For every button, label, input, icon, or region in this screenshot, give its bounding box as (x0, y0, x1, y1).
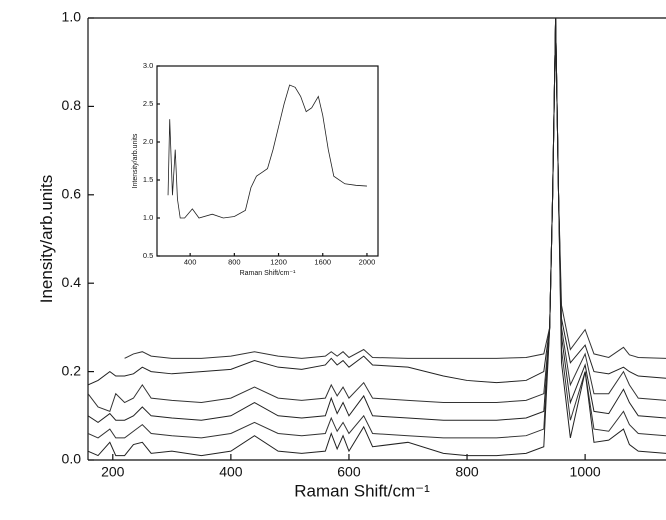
plot-lines (88, 18, 666, 457)
spectrum-line (88, 18, 666, 424)
y-tick-label: 0.2 (62, 362, 82, 378)
x-tick-label: 600 (337, 463, 361, 479)
spectrum-line (88, 18, 666, 386)
y-tick-label: 3.0 (143, 61, 153, 70)
x-tick-label: 2000 (359, 258, 376, 267)
x-tick-label: 200 (101, 463, 125, 479)
spectrum-line (88, 18, 666, 439)
y-tick-label: 2.5 (143, 99, 153, 108)
y-tick-label: 1.5 (143, 175, 153, 184)
y-tick-label: 1.0 (143, 213, 153, 222)
x-tick-label: 1000 (570, 463, 601, 479)
spectrum-line (88, 18, 666, 413)
x-tick-label: 400 (219, 463, 243, 479)
y-tick-label: 1.0 (62, 9, 82, 25)
y-tick-label: 0.0 (62, 451, 82, 467)
x-axis-label: Raman Shift/cm⁻¹ (240, 270, 296, 277)
x-tick-label: 1600 (314, 258, 331, 267)
x-tick-label: 1200 (270, 258, 287, 267)
plot-lines (167, 84, 367, 219)
x-tick-label: 400 (184, 258, 197, 267)
inset-frame (156, 65, 379, 257)
y-tick-label: 0.8 (62, 97, 82, 113)
y-tick-label: 0.4 (62, 274, 82, 290)
y-tick-label: 0.5 (143, 251, 153, 260)
x-tick-label: 800 (228, 258, 241, 267)
spectrum-line (88, 18, 666, 457)
x-tick-label: 800 (455, 463, 479, 479)
y-tick-label: 0.6 (62, 186, 82, 202)
spectrum-line (124, 18, 666, 359)
spectrum-line (167, 84, 367, 219)
y-tick-label: 2.0 (143, 137, 153, 146)
y-axis-label: Intensity/arb.units (132, 133, 139, 188)
x-axis-label: Raman Shift/cm⁻¹ (294, 482, 430, 501)
y-axis-label: Inensity/arb.units (37, 175, 56, 304)
